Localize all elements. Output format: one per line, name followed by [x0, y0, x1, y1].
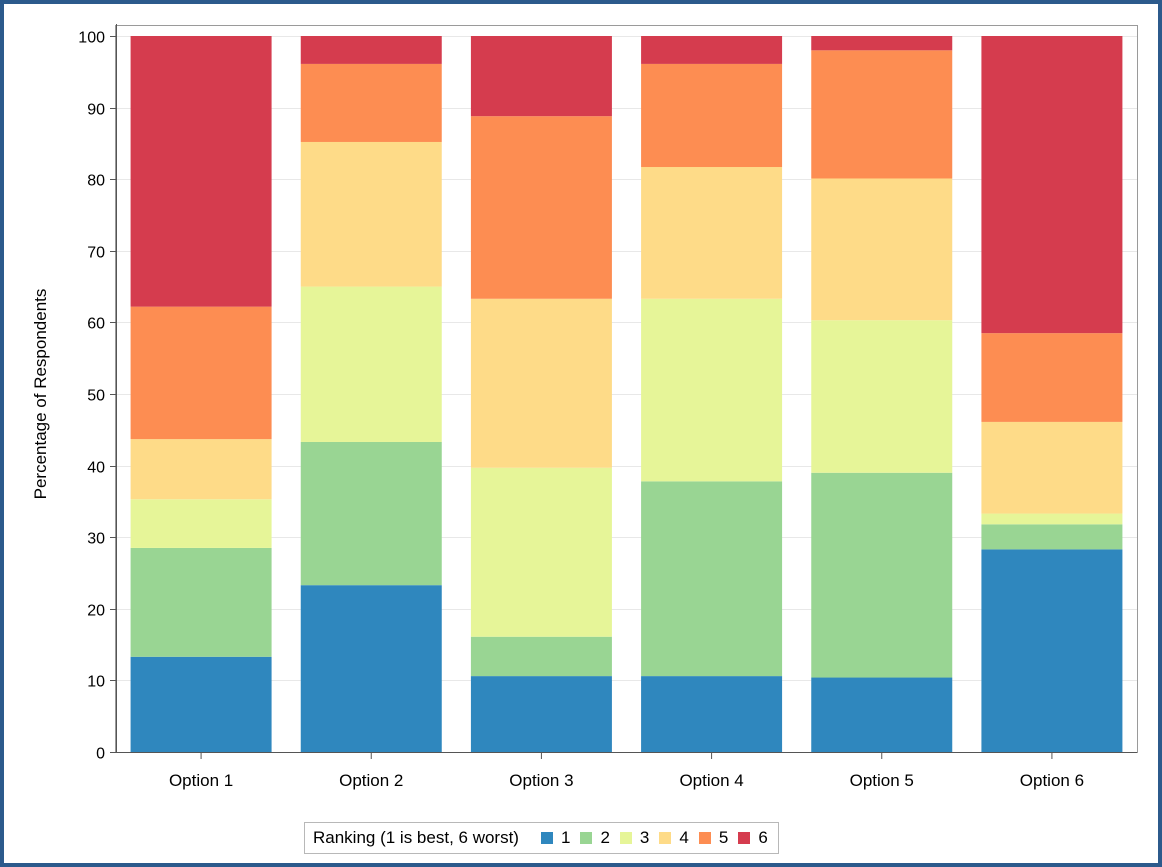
y-tick-label: 100: [78, 30, 105, 47]
y-tick-label: 20: [87, 603, 105, 620]
legend-label: 2: [600, 828, 610, 847]
bar-segment: [300, 585, 442, 752]
bar-segment: [641, 63, 783, 168]
y-tick-label: 0: [96, 746, 105, 763]
y-tick-label: 30: [87, 531, 105, 548]
legend-swatch: [580, 832, 593, 844]
bar-segment: [470, 676, 612, 752]
legend-item: 1: [540, 828, 571, 848]
legend-label: 1: [560, 828, 571, 847]
bar-segment: [300, 441, 442, 586]
legend-swatch: [540, 832, 553, 844]
bar-segment: [470, 467, 612, 637]
bar-segment: [641, 167, 783, 299]
bar-segment: [981, 524, 1123, 550]
legend-label: 6: [758, 828, 768, 847]
y-tick-label: 60: [87, 316, 105, 333]
x-tick-label: Option 2: [339, 771, 403, 790]
legend-label: 3: [639, 828, 650, 847]
legend-item: 5: [698, 828, 729, 848]
bar-segment: [641, 481, 783, 677]
bar-segment: [981, 421, 1123, 514]
bar-segment: [981, 36, 1123, 334]
bar-segment: [811, 677, 953, 752]
bar-segment: [300, 286, 442, 442]
legend-title: Ranking (1 is best, 6 worst): [313, 828, 519, 847]
legend: Ranking (1 is best, 6 worst) 1 2 3 4 5 6: [304, 822, 779, 854]
bar-segment: [130, 499, 272, 548]
bar-segment: [641, 36, 783, 64]
legend-label: 4: [679, 828, 689, 847]
bar-segment: [130, 656, 272, 752]
bar-segment: [981, 549, 1123, 752]
legend-swatch: [698, 832, 711, 844]
legend-swatch: [659, 832, 672, 844]
legend-items: 1 2 3 4 5 6: [540, 828, 768, 848]
legend-swatch: [738, 832, 751, 844]
y-tick-label: 80: [87, 173, 105, 190]
bar-segment: [470, 636, 612, 677]
bar-segment: [130, 547, 272, 657]
legend-item: 6: [738, 828, 768, 848]
bar-segment: [300, 63, 442, 142]
legend-swatch: [619, 832, 632, 844]
x-tick-label: Option 6: [1020, 771, 1084, 790]
bar-segment: [130, 439, 272, 500]
legend-label: 5: [718, 828, 729, 847]
x-tick-label: Option 3: [509, 771, 573, 790]
chart-frame: 0 10 20 30 40 50 60 70 80 90 100 Option 1 Option 2 Op…: [4, 4, 1158, 863]
x-tick-label: Option 5: [850, 771, 914, 790]
x-tick-label: Option 4: [679, 771, 743, 790]
bar-segment: [981, 513, 1123, 525]
gridlines: [116, 36, 1137, 681]
bar-segment: [811, 50, 953, 179]
stacked-bar-chart: 0 10 20 30 40 50 60 70 80 90 100 Option 1 Option 2 Op…: [31, 24, 1138, 790]
y-axis-label: Percentage of Respondents: [31, 289, 50, 500]
bar-segment: [811, 320, 953, 473]
bar-segment: [300, 141, 442, 287]
bar-segment: [130, 36, 272, 307]
y-tick-label: 40: [87, 460, 105, 477]
y-tick-label: 70: [87, 245, 105, 262]
y-tick-label: 50: [87, 388, 105, 405]
y-tick-label: 90: [87, 102, 105, 119]
bar-segment: [811, 36, 953, 51]
bars: [130, 36, 1123, 752]
legend-item: 2: [580, 828, 610, 848]
bar-segment: [811, 472, 953, 678]
bar-segment: [641, 676, 783, 752]
legend-item: 4: [659, 828, 689, 848]
axes: 0 10 20 30 40 50 60 70 80 90 100 Option 1 Option 2 Op…: [78, 24, 1137, 790]
bar-segment: [641, 298, 783, 482]
bar-segment: [470, 116, 612, 299]
y-tick-label: 10: [87, 674, 105, 691]
legend-item: 3: [619, 828, 650, 848]
x-tick-label: Option 1: [169, 771, 233, 790]
bar-segment: [811, 178, 953, 321]
bar-segment: [981, 333, 1123, 422]
bar-segment: [300, 36, 442, 64]
bar-segment: [470, 298, 612, 468]
bar-segment: [130, 306, 272, 440]
bar-segment: [470, 36, 612, 117]
